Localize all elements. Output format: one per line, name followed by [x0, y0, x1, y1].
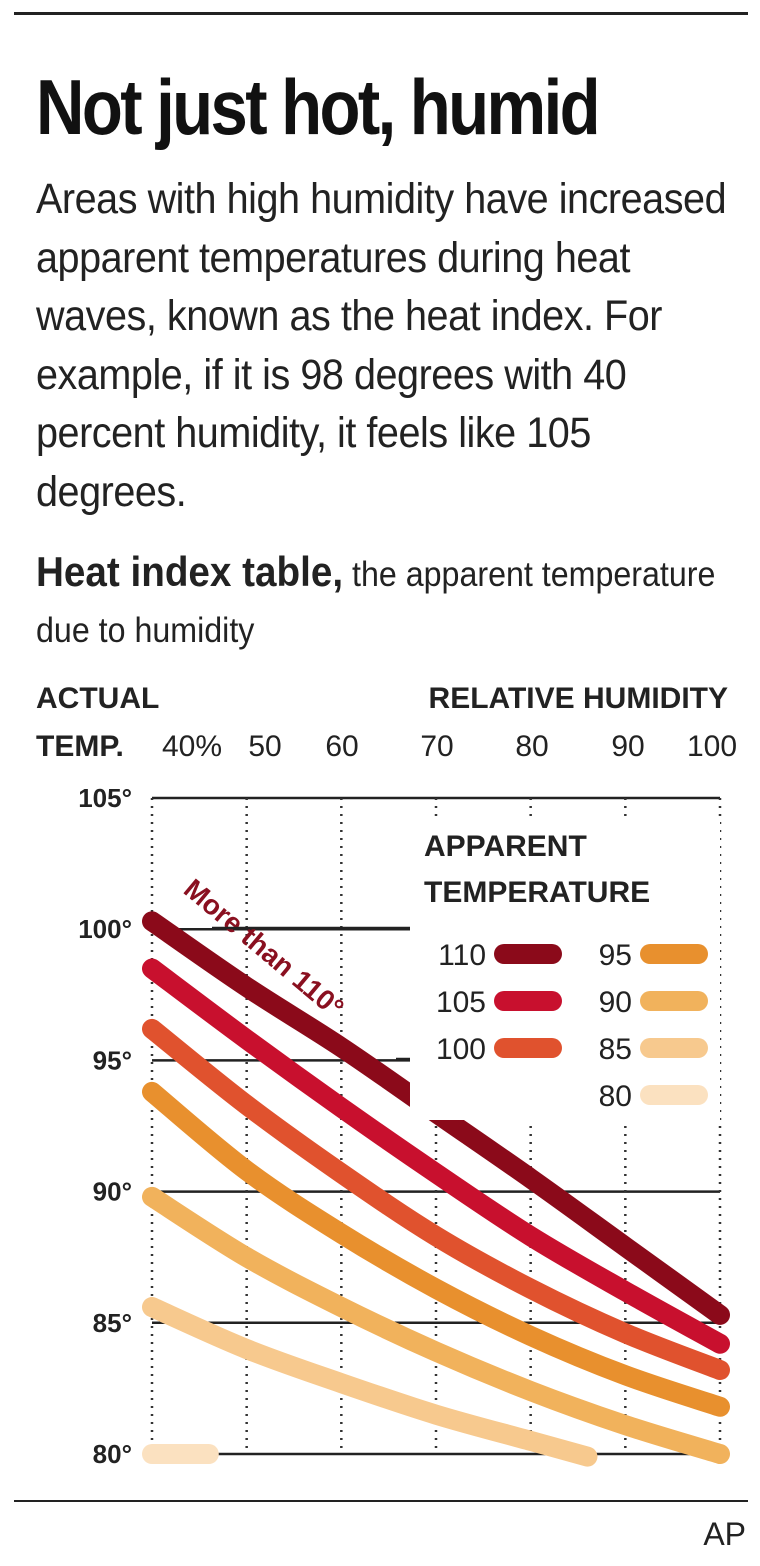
series-line-105 [142, 958, 730, 1354]
y-tick-label: 90° [93, 1177, 132, 1207]
series-line-85 [142, 1297, 598, 1467]
y-tick-label: 85° [93, 1308, 132, 1338]
credit: AP [703, 1516, 746, 1552]
legend-label-90: 90 [599, 986, 632, 1019]
header-temp: TEMP. [36, 730, 124, 763]
legend-label-110: 110 [438, 939, 486, 972]
series-line-100 [142, 1018, 730, 1381]
header-relative-humidity: RELATIVE HUMIDITY [429, 682, 728, 715]
headline: Not just hot, humid [36, 63, 601, 151]
series-lines [142, 911, 730, 1467]
header-actual: ACTUAL [36, 682, 159, 715]
x-tick-label: 70 [420, 730, 453, 763]
y-tick-label: 95° [93, 1045, 132, 1075]
x-tick-labels: 40% 50 60 70 80 90 100 [162, 730, 737, 763]
x-tick-label: 90 [611, 730, 644, 763]
legend-background [410, 820, 720, 1120]
x-tick-label: 80 [515, 730, 548, 763]
series-line-90 [142, 1186, 730, 1464]
x-tick-label: 40% [162, 730, 222, 763]
series-line-95 [142, 1081, 730, 1417]
x-tick-label: 50 [248, 730, 281, 763]
y-tick-labels: 105° 100° 95° 90° 85° 80° [78, 783, 132, 1469]
legend-title-line1: APPARENT [424, 830, 587, 863]
legend-label-85: 85 [599, 1033, 632, 1066]
top-rule [14, 12, 748, 15]
y-tick-label: 105° [78, 783, 132, 813]
subhead-rest: the apparent temperature due to humidity [36, 555, 716, 650]
legend: APPARENT TEMPERATURE 110 105 100 95 90 85 80 [410, 820, 720, 1120]
subhead-bold: Heat index table, [36, 548, 344, 595]
subhead: Heat index table, the apparent temperatu… [36, 544, 735, 659]
legend-label-105: 105 [436, 986, 486, 1019]
legend-title-line2: TEMPERATURE [424, 876, 650, 909]
y-tick-label: 100° [78, 914, 132, 944]
bottom-rule [14, 1500, 748, 1502]
intro-text: Areas with high humidity have increased … [36, 175, 727, 516]
legend-label-95: 95 [599, 939, 632, 972]
y-tick-label: 80° [93, 1439, 132, 1469]
x-tick-label: 100 [687, 730, 737, 763]
x-tick-label: 60 [325, 730, 358, 763]
chart-headers: ACTUAL TEMP. RELATIVE HUMIDITY [36, 682, 728, 763]
heat-index-chart: ACTUAL TEMP. RELATIVE HUMIDITY 40% 50 60 70… [36, 682, 737, 1469]
legend-label-80: 80 [599, 1080, 632, 1113]
legend-label-100: 100 [436, 1033, 486, 1066]
